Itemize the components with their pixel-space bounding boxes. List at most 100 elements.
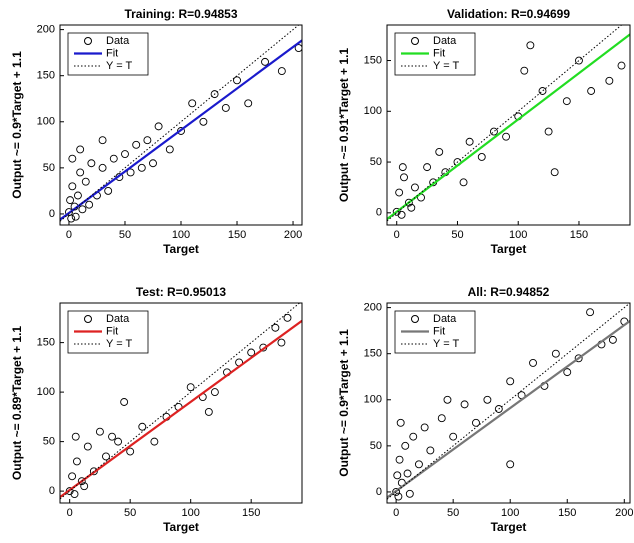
y-tick-label: 200 — [364, 302, 382, 314]
data-point — [575, 56, 583, 65]
data-point — [520, 66, 529, 75]
data-point — [392, 487, 401, 496]
x-axis-label: Target — [491, 242, 527, 256]
data-point — [397, 210, 406, 219]
data-point — [506, 460, 515, 469]
data-point — [477, 153, 486, 161]
data-point — [67, 214, 76, 223]
data-point — [81, 177, 90, 186]
x-tick-label: 150 — [570, 229, 588, 241]
data-point — [76, 145, 85, 154]
data-point — [538, 87, 547, 95]
data-point — [435, 147, 444, 156]
data-point — [78, 205, 87, 214]
data-point — [66, 196, 75, 205]
data-point — [83, 442, 92, 451]
data-point — [277, 338, 286, 347]
data-point — [544, 127, 553, 136]
x-tick-label: 0 — [67, 507, 73, 519]
axes: 0 50 100 150 0 50 100 150 Test: R=0.95013 Target O… — [10, 285, 303, 534]
x-tick-label: 0 — [66, 229, 72, 241]
plot-content — [60, 303, 302, 500]
data-point — [506, 377, 515, 386]
data-point — [68, 472, 77, 481]
y-tick-label: 100 — [37, 386, 55, 398]
data-point — [395, 455, 404, 464]
data-point — [261, 57, 269, 66]
data-point — [102, 452, 110, 461]
legend-marker — [84, 315, 92, 323]
data-point — [409, 432, 418, 441]
data-point — [393, 471, 402, 480]
x-tick-label: 100 — [182, 507, 200, 519]
axes-frame — [386, 24, 631, 226]
axes-frame — [386, 302, 631, 504]
legend-label: Data — [106, 313, 130, 325]
x-tick-label: 50 — [124, 507, 136, 519]
data-point — [472, 418, 480, 427]
data-point — [233, 76, 241, 85]
data-point — [109, 154, 118, 163]
data-point — [403, 469, 412, 478]
data-point — [210, 90, 219, 99]
x-tick-label: 50 — [119, 229, 131, 241]
data-point — [199, 117, 208, 126]
legend-marker — [411, 315, 419, 323]
data-point — [400, 173, 408, 182]
chart-title: All: R=0.94852 — [468, 285, 550, 299]
data-point — [70, 490, 79, 499]
data-point — [98, 136, 107, 145]
data-point — [574, 354, 583, 363]
data-point — [177, 127, 185, 135]
plot-content — [60, 25, 302, 223]
data-point — [76, 168, 85, 177]
y-axis-label: Output ~= 0.91*Target + 1.1 — [337, 48, 351, 202]
x-axis-label: Target — [163, 242, 199, 256]
data-point — [132, 140, 141, 149]
data-point — [459, 178, 468, 187]
data-point — [154, 122, 163, 131]
x-tick-label: 200 — [284, 229, 302, 241]
data-point — [526, 41, 535, 50]
data-point — [605, 76, 614, 85]
plot-content — [387, 25, 630, 222]
data-point — [283, 313, 292, 322]
x-tick-label: 200 — [615, 507, 633, 519]
data-point — [617, 61, 626, 70]
data-point — [483, 395, 492, 404]
legend-label: Fit — [433, 47, 445, 59]
data-point — [186, 383, 195, 392]
data-point — [244, 99, 253, 108]
identity-line — [387, 25, 623, 222]
data-point — [126, 168, 135, 177]
data-point — [443, 395, 452, 404]
data-point — [394, 492, 403, 501]
data-point — [71, 212, 80, 221]
data-point — [489, 127, 498, 136]
data-point — [210, 388, 219, 397]
y-tick-label: 200 — [37, 24, 55, 36]
data-point — [121, 150, 129, 158]
legend-label: Y = T — [433, 60, 459, 72]
legend-label: Fit — [106, 47, 118, 59]
legend-label: Fit — [106, 325, 118, 337]
data-point — [395, 188, 404, 197]
data-point — [126, 447, 135, 456]
x-tick-label: 50 — [451, 229, 463, 241]
legend-label: Y = T — [106, 60, 132, 72]
data-point — [87, 159, 96, 168]
data-point — [420, 423, 429, 432]
axes: 0 50 100 150 200 0 50 100 150 200 All: R=0.94852 Ta… — [337, 285, 633, 534]
data-point — [562, 97, 571, 106]
data-point — [137, 163, 146, 172]
data-point — [68, 182, 77, 191]
data-point — [72, 457, 81, 466]
y-axis-label: Output ~= 0.9*Target + 1.1 — [10, 51, 24, 199]
data-point — [165, 145, 174, 154]
x-tick-label: 100 — [509, 229, 527, 241]
